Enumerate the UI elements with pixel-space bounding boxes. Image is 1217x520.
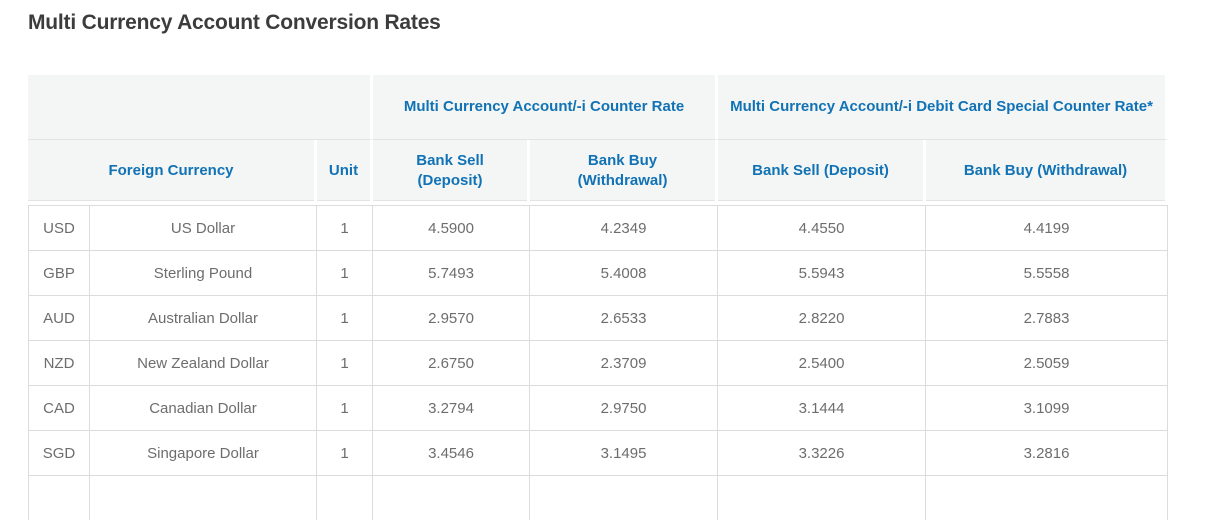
group-header-counter-rate: Multi Currency Account/-i Counter Rate bbox=[373, 75, 719, 140]
counter-bank-buy-cell: 2.6533 bbox=[530, 296, 719, 341]
conversion-rates-table: Multi Currency Account/-i Counter Rate M… bbox=[28, 75, 1169, 520]
counter-bank-sell-cell: 3.2794 bbox=[373, 386, 531, 431]
counter-bank-buy-cell: 4.2349 bbox=[530, 205, 719, 251]
table-row: NZD New Zealand Dollar 1 2.6750 2.3709 2… bbox=[28, 341, 1169, 386]
column-header-debit-bank-buy-label: Bank Buy (Withdrawal) bbox=[963, 161, 1128, 179]
debit-bank-sell-cell bbox=[718, 476, 927, 520]
debit-bank-sell-cell: 2.8220 bbox=[718, 296, 927, 341]
currency-name-cell: Australian Dollar bbox=[90, 296, 317, 341]
debit-bank-buy-cell: 3.1099 bbox=[926, 386, 1169, 431]
debit-bank-buy-cell: 5.5558 bbox=[926, 251, 1169, 296]
currency-name-cell: Singapore Dollar bbox=[90, 431, 317, 476]
counter-bank-sell-cell: 5.7493 bbox=[373, 251, 531, 296]
unit-cell: 1 bbox=[317, 251, 374, 296]
unit-cell: 1 bbox=[317, 431, 374, 476]
column-header-debit-bank-sell: Bank Sell (Deposit) bbox=[718, 140, 927, 205]
currency-code-cell: USD bbox=[28, 205, 90, 251]
debit-bank-sell-cell: 3.3226 bbox=[718, 431, 927, 476]
currency-name-cell: Sterling Pound bbox=[90, 251, 317, 296]
rates-table-header: Multi Currency Account/-i Counter Rate M… bbox=[28, 75, 1169, 205]
table-row: GBP Sterling Pound 1 5.7493 5.4008 5.594… bbox=[28, 251, 1169, 296]
group-header-counter-rate-label: Multi Currency Account/-i Counter Rate bbox=[403, 98, 685, 115]
debit-bank-buy-cell: 4.4199 bbox=[926, 205, 1169, 251]
column-header-debit-bank-sell-label: Bank Sell (Deposit) bbox=[752, 161, 889, 179]
counter-bank-sell-cell: 4.5900 bbox=[373, 205, 531, 251]
column-header-counter-bank-buy-label: Bank Buy (Withdrawal) bbox=[577, 151, 668, 189]
column-header-unit-label: Unit bbox=[328, 161, 359, 179]
column-header-counter-bank-sell-label: Bank Sell (Deposit) bbox=[416, 151, 484, 189]
currency-name-cell: US Dollar bbox=[90, 205, 317, 251]
column-header-row: Foreign Currency Unit Bank Sell (Deposit… bbox=[28, 140, 1169, 205]
unit-cell bbox=[317, 476, 374, 520]
table-row-partial bbox=[28, 476, 1169, 520]
debit-bank-sell-cell: 4.4550 bbox=[718, 205, 927, 251]
column-header-counter-bank-buy: Bank Buy (Withdrawal) bbox=[530, 140, 719, 205]
currency-code-cell: SGD bbox=[28, 431, 90, 476]
currency-name-cell: Canadian Dollar bbox=[90, 386, 317, 431]
group-header-row: Multi Currency Account/-i Counter Rate M… bbox=[28, 75, 1169, 140]
debit-bank-buy-cell bbox=[926, 476, 1169, 520]
column-header-counter-bank-sell: Bank Sell (Deposit) bbox=[373, 140, 531, 205]
column-header-unit: Unit bbox=[317, 140, 374, 205]
debit-bank-sell-cell: 3.1444 bbox=[718, 386, 927, 431]
debit-bank-buy-cell: 2.7883 bbox=[926, 296, 1169, 341]
table-row: CAD Canadian Dollar 1 3.2794 2.9750 3.14… bbox=[28, 386, 1169, 431]
unit-cell: 1 bbox=[317, 296, 374, 341]
currency-name-cell: New Zealand Dollar bbox=[90, 341, 317, 386]
column-header-foreign-currency-label: Foreign Currency bbox=[108, 161, 234, 179]
group-header-debit-card-rate: Multi Currency Account/-i Debit Card Spe… bbox=[718, 75, 1169, 140]
debit-bank-buy-cell: 2.5059 bbox=[926, 341, 1169, 386]
rates-table-body: USD US Dollar 1 4.5900 4.2349 4.4550 4.4… bbox=[28, 205, 1169, 520]
counter-bank-buy-cell: 3.1495 bbox=[530, 431, 719, 476]
currency-code-cell: NZD bbox=[28, 341, 90, 386]
unit-cell: 1 bbox=[317, 386, 374, 431]
debit-bank-sell-cell: 2.5400 bbox=[718, 341, 927, 386]
debit-bank-sell-cell: 5.5943 bbox=[718, 251, 927, 296]
counter-bank-buy-cell: 2.3709 bbox=[530, 341, 719, 386]
currency-code-cell: GBP bbox=[28, 251, 90, 296]
table-row: USD US Dollar 1 4.5900 4.2349 4.4550 4.4… bbox=[28, 205, 1169, 251]
counter-bank-buy-cell: 2.9750 bbox=[530, 386, 719, 431]
counter-bank-sell-cell: 2.6750 bbox=[373, 341, 531, 386]
column-header-debit-bank-buy: Bank Buy (Withdrawal) bbox=[926, 140, 1169, 205]
unit-cell: 1 bbox=[317, 341, 374, 386]
group-header-blank bbox=[28, 75, 374, 140]
counter-bank-sell-cell bbox=[373, 476, 531, 520]
column-header-foreign-currency: Foreign Currency bbox=[28, 140, 317, 205]
counter-bank-sell-cell: 2.9570 bbox=[373, 296, 531, 341]
table-row: SGD Singapore Dollar 1 3.4546 3.1495 3.3… bbox=[28, 431, 1169, 476]
unit-cell: 1 bbox=[317, 205, 374, 251]
currency-code-cell: AUD bbox=[28, 296, 90, 341]
currency-name-cell bbox=[90, 476, 317, 520]
currency-code-cell bbox=[28, 476, 90, 520]
counter-bank-sell-cell: 3.4546 bbox=[373, 431, 531, 476]
table-row: AUD Australian Dollar 1 2.9570 2.6533 2.… bbox=[28, 296, 1169, 341]
group-header-debit-card-rate-label: Multi Currency Account/-i Debit Card Spe… bbox=[730, 98, 1153, 115]
debit-bank-buy-cell: 3.2816 bbox=[926, 431, 1169, 476]
page-title: Multi Currency Account Conversion Rates bbox=[28, 11, 441, 34]
counter-bank-buy-cell bbox=[530, 476, 719, 520]
currency-code-cell: CAD bbox=[28, 386, 90, 431]
counter-bank-buy-cell: 5.4008 bbox=[530, 251, 719, 296]
